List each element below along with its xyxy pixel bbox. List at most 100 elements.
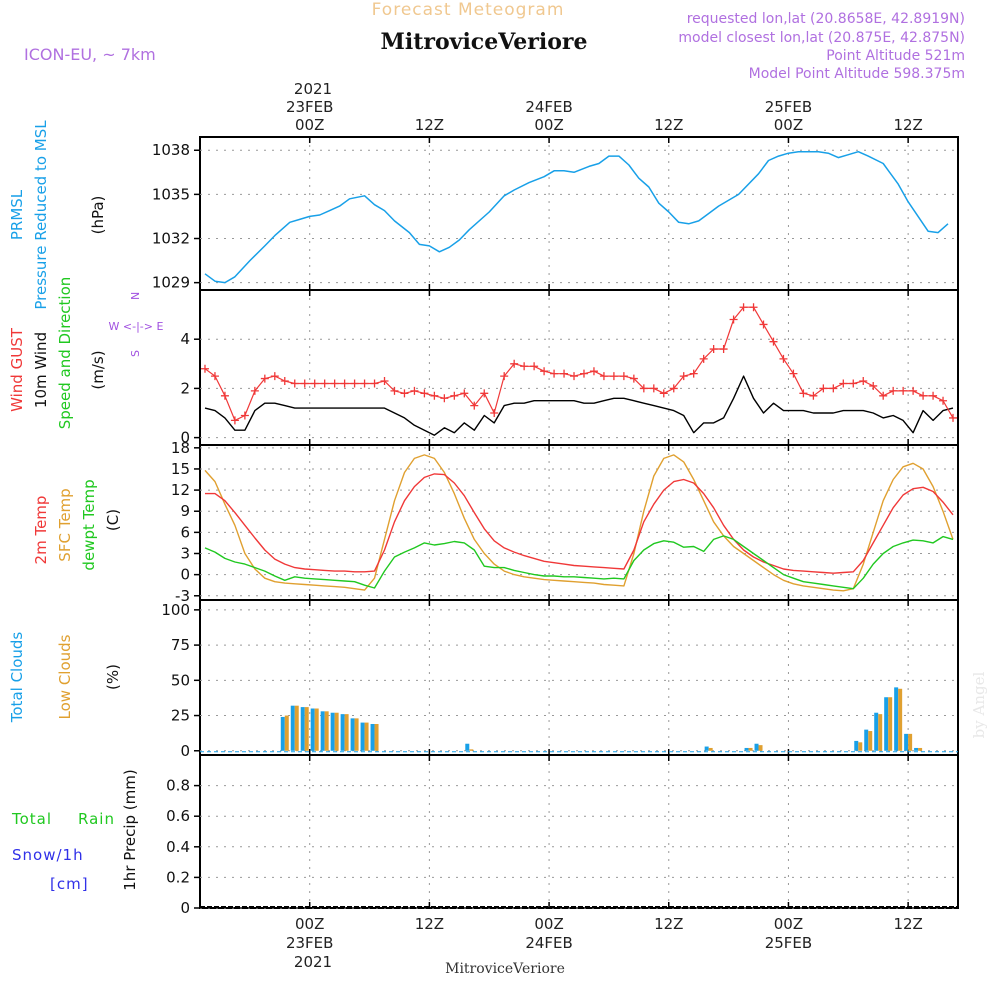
gust-marker	[380, 377, 389, 386]
top-time-label: 12Z	[893, 116, 922, 134]
total-cloud-bar	[754, 743, 759, 751]
gust-marker	[240, 411, 249, 420]
pressure-y-tick-label: 1038	[152, 141, 190, 159]
gust-marker	[450, 391, 459, 400]
gust-marker	[330, 379, 339, 388]
closest-label: model closest lon,lat (20.875E, 42.875N)	[678, 30, 965, 46]
pressure-unit-label: (hPa)	[89, 196, 107, 235]
temperature-y-tick-label: 15	[171, 460, 190, 478]
gust-marker	[939, 396, 948, 405]
wind-dir-label: Speed and Direction	[56, 277, 74, 430]
gust-marker	[889, 386, 898, 395]
gust-marker	[540, 367, 549, 376]
precipitation-y-tick-label: 0.4	[166, 838, 190, 856]
gust-marker	[849, 379, 858, 388]
clouds-y-tick-label: 100	[161, 601, 190, 619]
gust-marker	[609, 372, 618, 381]
gust-marker	[350, 379, 359, 388]
temp-unit-label: (C)	[104, 509, 122, 531]
sfc-temp-label: SFC Temp	[56, 488, 74, 561]
low-cloud-bar	[304, 707, 309, 751]
bottom-time-label: 12Z	[654, 915, 683, 933]
pressure-line	[204, 150, 949, 284]
total-cloud-bar	[744, 747, 749, 751]
requested-label: requested lon,lat (20.8658E, 42.8919N)	[687, 11, 965, 27]
gust-marker	[560, 369, 569, 378]
gust-marker	[270, 372, 279, 381]
total-cloud-bar	[874, 712, 879, 751]
total-cloud-bar	[330, 712, 335, 751]
gust-marker	[809, 391, 818, 400]
prmsl-label: PRMSL	[8, 189, 26, 240]
gust-marker	[520, 362, 529, 371]
precip-total-label: Total	[11, 810, 52, 828]
low-cloud-bar	[354, 718, 359, 751]
clouds-y-tick-label: 75	[171, 636, 190, 654]
gust-marker	[949, 413, 958, 422]
total-cloud-bar	[704, 746, 709, 751]
gust-marker	[659, 389, 668, 398]
gust-marker	[669, 384, 678, 393]
dewpt-label: dewpt Temp	[80, 479, 98, 570]
total-cloud-bar	[350, 718, 355, 751]
clouds-y-tick-label: 0	[180, 742, 190, 760]
low-cloud-bar	[344, 714, 349, 751]
precip-cm-label: [cm]	[50, 875, 89, 893]
gust-marker	[779, 354, 788, 363]
compass-we: W <-|-> E	[109, 320, 164, 333]
pressure-y-tick-label: 1032	[152, 230, 190, 248]
bottom-time-label: 00Z	[295, 915, 324, 933]
low-cloud-bar	[908, 733, 913, 751]
low-cloud-bar	[758, 745, 763, 751]
total-cloud-bar	[884, 697, 889, 751]
clouds-unit-label: (%)	[104, 664, 122, 690]
total-cloud-bar	[854, 740, 859, 751]
precip-unit-label: 1hr Precip (mm)	[121, 769, 139, 890]
clouds-y-tick-label: 50	[171, 671, 190, 689]
gust-marker	[589, 367, 598, 376]
footer-station: MitroviceVeriore	[445, 961, 565, 977]
bottom-time-label: 12Z	[893, 915, 922, 933]
low-cloud-bar	[324, 711, 329, 751]
low-cloud-bar	[888, 697, 893, 751]
bottom-date-label: 25FEB	[765, 934, 812, 952]
point-altitude-label: Point Altitude 521m	[826, 48, 965, 64]
precipitation-frame	[199, 754, 959, 909]
gust-marker	[410, 386, 419, 395]
bottom-time-label: 00Z	[774, 915, 803, 933]
gust-marker	[689, 369, 698, 378]
temp2m-label: 2m Temp	[32, 496, 50, 565]
total-cloud-bar	[370, 724, 375, 751]
gust-marker	[859, 377, 868, 386]
pressure-name-label: Pressure Reduced to MSL	[32, 120, 50, 310]
gust-marker	[230, 416, 239, 425]
total-cloud-bar	[914, 747, 919, 751]
model-altitude-label: Model Point Altitude 598.375m	[749, 66, 965, 82]
low-cloud-bar	[314, 708, 319, 751]
temperature-y-tick-label: 9	[180, 502, 190, 520]
gust-marker	[200, 364, 209, 373]
temperature-y-tick-label: 3	[180, 545, 190, 563]
gust-marker	[250, 386, 259, 395]
gust-marker	[340, 379, 349, 388]
wind-frame	[199, 289, 959, 446]
gust-marker	[570, 372, 579, 381]
gust-marker	[420, 389, 429, 398]
temperature-y-tick-label: 12	[171, 481, 190, 499]
wind-speed-line	[204, 375, 954, 436]
gust-marker	[799, 389, 808, 398]
gust-marker	[370, 379, 379, 388]
gust-marker	[470, 401, 479, 410]
total-cloud-bar	[465, 743, 470, 751]
wind10m-label: 10m Wind	[32, 332, 50, 408]
gust-marker	[400, 389, 409, 398]
gust-marker	[440, 394, 449, 403]
station-title: MitroviceVeriore	[381, 29, 588, 55]
precipitation-y-tick-label: 0	[180, 899, 190, 917]
compass-n: N	[129, 292, 142, 300]
top-time-label: 12Z	[415, 116, 444, 134]
total-cloud-bar	[864, 729, 869, 751]
gust-marker	[210, 372, 219, 381]
